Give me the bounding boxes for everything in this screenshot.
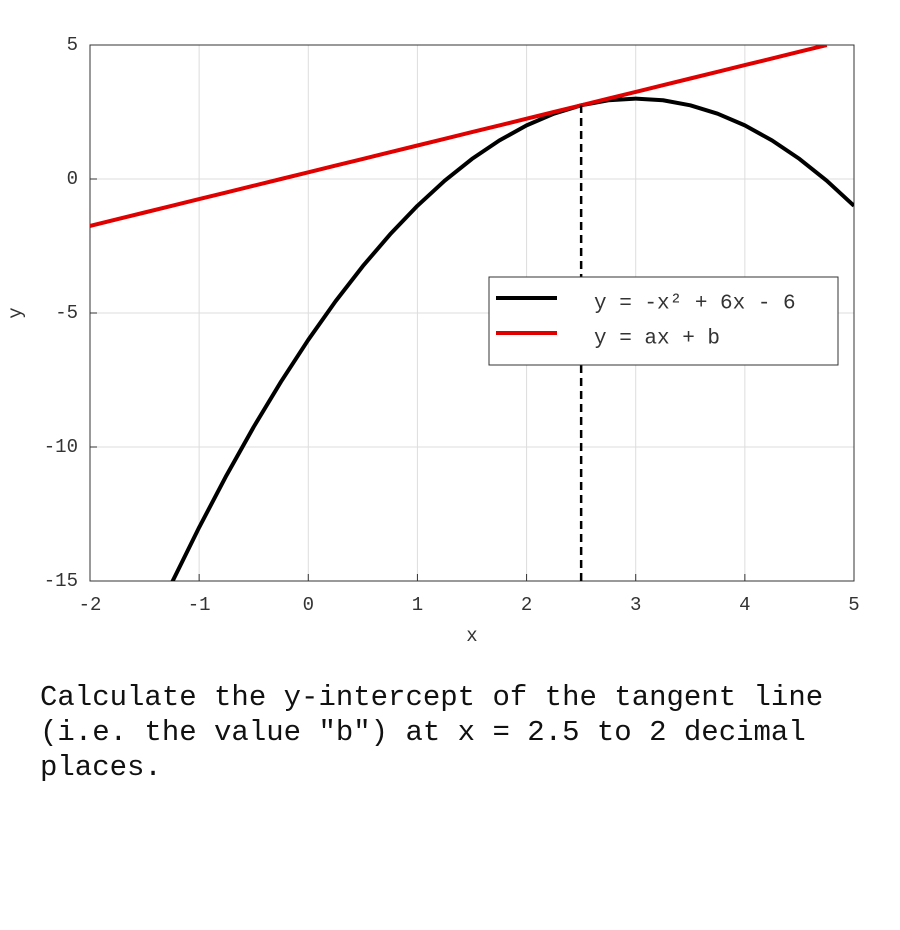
x-tick-label: 4 xyxy=(739,594,750,616)
series-line xyxy=(170,96,854,581)
y-tick-label: -10 xyxy=(44,436,78,458)
x-axis-label: x xyxy=(466,625,477,647)
x-tick-label: 2 xyxy=(521,594,532,616)
y-axis-label: y xyxy=(5,307,27,318)
legend-label: y = -x² + 6x - 6 xyxy=(594,293,796,316)
x-tick-label: 1 xyxy=(412,594,423,616)
legend-box xyxy=(488,276,839,366)
y-tick-label: 5 xyxy=(67,34,78,56)
x-tick-label: 0 xyxy=(303,594,314,616)
x-tick-label: 3 xyxy=(630,594,641,616)
y-tick-label: -5 xyxy=(55,302,78,324)
x-tick-label: -2 xyxy=(79,594,102,616)
question: Calculate the y-intercept of the tangent… xyxy=(40,681,824,784)
series-line xyxy=(90,45,828,228)
y-tick-label: 0 xyxy=(67,168,78,190)
legend-label: y = ax + b xyxy=(594,328,720,351)
plot-frame xyxy=(89,44,855,582)
y-tick-label: -15 xyxy=(44,570,78,592)
x-tick-label: -1 xyxy=(188,594,211,616)
x-tick-label: 5 xyxy=(848,594,859,616)
